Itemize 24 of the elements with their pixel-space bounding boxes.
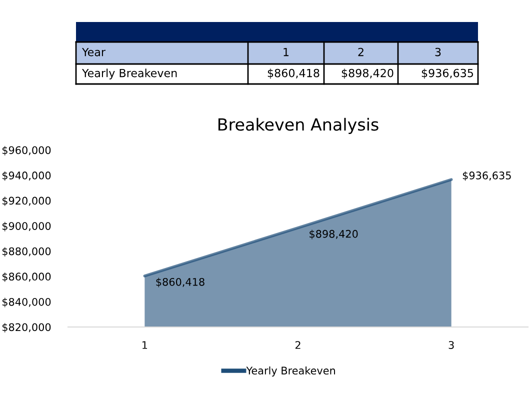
data-label: $860,418 [156,278,204,288]
y-tick-label: $920,000 [2,196,51,206]
y-tick-label: $940,000 [2,171,51,181]
x-tick-label: 2 [295,341,300,349]
data-label: $936,635 [462,171,511,181]
text: Year [82,48,106,56]
y-tick-label: $840,000 [2,298,51,308]
y-tick-label: $880,000 [2,247,51,257]
text: $936,635 [422,68,474,79]
data-label: $898,420 [310,230,358,240]
category-label: 2 [358,48,364,56]
text: Yearly Breakeven [82,68,177,80]
text: $860,418 [268,68,320,79]
legend-label: Yearly Breakeven [246,366,335,377]
y-tick-label: $900,000 [2,222,51,232]
y-tick-label: $820,000 [2,323,51,332]
text: $898,420 [342,68,394,79]
category-label: 3 [435,48,441,56]
x-tick-label: 1 [142,341,148,349]
chart-title: Breakeven Analysis [218,118,378,134]
category-label: 1 [284,48,289,56]
y-tick-label: $860,000 [2,272,51,282]
y-tick-label: $960,000 [2,146,51,156]
x-tick-label: 3 [448,341,454,349]
